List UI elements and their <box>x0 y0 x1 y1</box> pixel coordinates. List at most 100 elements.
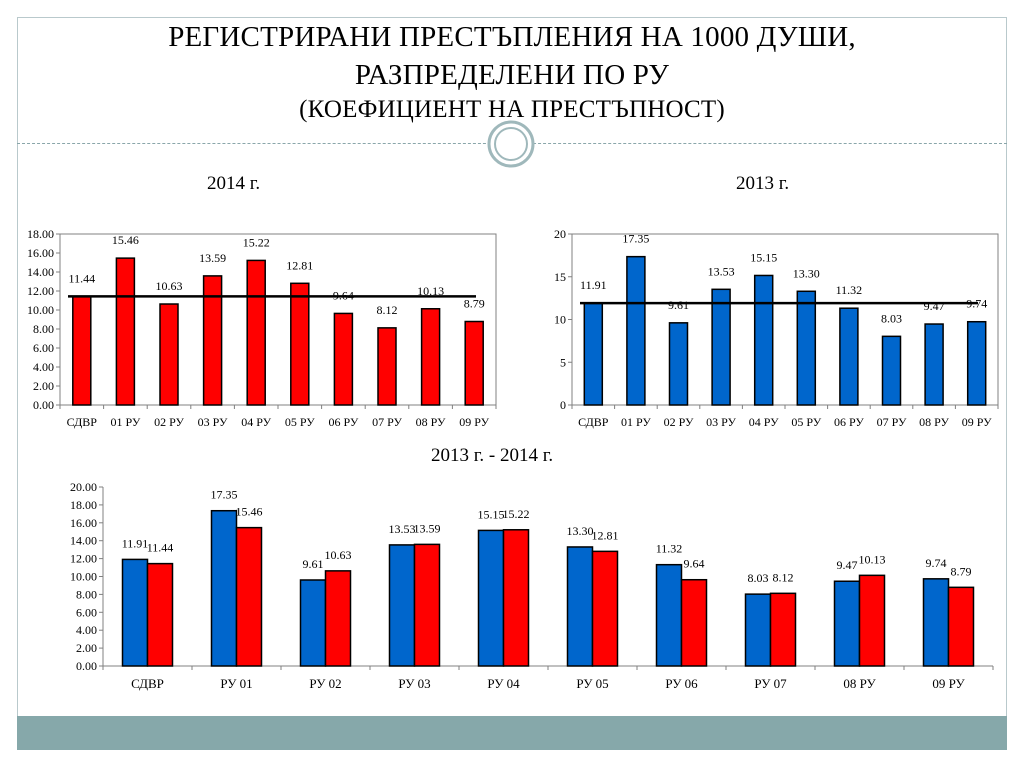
ccmp-category-label: 09 РУ <box>932 676 965 691</box>
ccmp-data-label: 15.15 <box>478 507 505 521</box>
ccmp-data-label: 9.74 <box>926 556 947 570</box>
ccmp-data-label: 13.30 <box>567 524 594 538</box>
c2014-category-label: 07 РУ <box>372 415 402 429</box>
c2013-category-label: 02 РУ <box>664 415 694 429</box>
c2014-data-label: 8.79 <box>464 296 485 310</box>
title-line-1: РЕГИСТРИРАНИ ПРЕСТЪПЛЕНИЯ НА 1000 ДУШИ, <box>168 21 856 53</box>
ccmp-y-tick-label: 6.00 <box>76 605 97 619</box>
ccmp-category-label: РУ 04 <box>487 676 520 691</box>
ccmp-category-label: РУ 01 <box>220 676 252 691</box>
ccmp-data-label: 10.63 <box>325 548 352 562</box>
ccmp-bar <box>502 529 530 667</box>
ccmp-bar <box>324 570 352 667</box>
c2014-category-label: 08 РУ <box>416 415 446 429</box>
c2014-category-label: 09 РУ <box>459 415 489 429</box>
c2014-y-tick-label: 2.00 <box>33 379 54 393</box>
c2013-bar <box>711 288 731 406</box>
c2013-data-label: 17.35 <box>622 232 649 246</box>
ccmp-category-label: 08 РУ <box>843 676 876 691</box>
c2013-category-label: СДВР <box>578 415 609 429</box>
c2013-data-label: 15.15 <box>750 250 777 264</box>
ccmp-bar <box>744 593 772 667</box>
c2013-bar <box>583 302 604 406</box>
c2013-data-label: 11.91 <box>580 278 607 292</box>
ccmp-y-tick-label: 18.00 <box>70 498 97 512</box>
ccmp-bar <box>566 546 594 667</box>
ccmp-data-label: 9.64 <box>684 557 705 571</box>
c2014-category-label: 01 РУ <box>110 415 140 429</box>
ccmp-bar <box>833 580 861 667</box>
ccmp-y-tick-label: 16.00 <box>70 516 97 530</box>
chart-comparison-title: 2013 г. - 2014 г. <box>431 445 554 466</box>
ccmp-bar <box>858 574 886 667</box>
ccmp-y-tick-label: 14.00 <box>70 534 97 548</box>
c2014-data-label: 13.59 <box>199 251 226 265</box>
chart-2013-title: 2013 г. <box>736 173 790 194</box>
c2013-y-tick-label: 10 <box>554 313 566 327</box>
ccmp-y-tick-label: 0.00 <box>76 659 97 673</box>
ccmp-bar <box>922 578 950 667</box>
c2013-category-label: 04 РУ <box>749 415 779 429</box>
c2014-data-label: 10.63 <box>156 279 183 293</box>
c2013-bar <box>753 274 774 406</box>
c2013-category-label: 05 РУ <box>791 415 821 429</box>
ccmp-bar <box>591 550 619 667</box>
c2014-y-tick-label: 12.00 <box>27 284 54 298</box>
ccmp-category-label: РУ 05 <box>576 676 608 691</box>
c2013-y-tick-label: 20 <box>554 227 566 241</box>
c2014-bar <box>333 312 354 406</box>
c2014-bar <box>290 282 310 406</box>
ccmp-category-label: СДВР <box>131 676 164 691</box>
c2014-data-label: 12.81 <box>286 258 313 272</box>
ccmp-bar <box>655 563 683 667</box>
ccmp-category-label: РУ 03 <box>398 676 430 691</box>
ccmp-data-label: 12.81 <box>592 528 619 542</box>
ccmp-category-label: РУ 06 <box>665 676 698 691</box>
ccmp-data-label: 11.32 <box>656 542 683 556</box>
c2013-bar <box>966 320 987 406</box>
ccmp-data-label: 9.61 <box>303 557 324 571</box>
footer-band <box>17 716 1007 750</box>
ccmp-data-label: 15.46 <box>236 505 263 519</box>
c2013-category-label: 03 РУ <box>706 415 736 429</box>
ccmp-data-label: 8.12 <box>773 570 794 584</box>
c2014-data-label: 10.13 <box>417 284 444 298</box>
c2014-y-tick-label: 16.00 <box>27 246 54 260</box>
ccmp-bar <box>235 526 263 667</box>
c2014-bar <box>72 295 92 406</box>
c2013-bar <box>796 290 817 406</box>
c2013-bar <box>626 255 646 406</box>
c2013-bar <box>881 335 902 406</box>
ccmp-data-label: 15.22 <box>503 507 530 521</box>
c2014-data-label: 11.44 <box>69 271 96 285</box>
c2013-bar <box>839 307 859 406</box>
c2013-bar <box>924 323 944 406</box>
c2014-bar <box>464 320 484 406</box>
ccmp-y-tick-label: 20.00 <box>70 480 97 494</box>
ccmp-category-label: РУ 02 <box>309 676 341 691</box>
ccmp-data-label: 10.13 <box>859 552 886 566</box>
ccmp-data-label: 8.03 <box>748 571 769 585</box>
ccmp-data-label: 13.53 <box>389 522 416 536</box>
circle-ornament-icon <box>487 120 535 168</box>
c2013-data-label: 9.47 <box>924 299 945 313</box>
c2013-y-tick-label: 15 <box>554 270 566 284</box>
c2013-category-label: 01 РУ <box>621 415 651 429</box>
c2013-category-label: 09 РУ <box>962 415 992 429</box>
ccmp-data-label: 8.79 <box>951 564 972 578</box>
c2014-y-tick-label: 4.00 <box>33 360 54 374</box>
c2013-data-label: 9.61 <box>668 298 689 312</box>
ccmp-data-label: 9.47 <box>837 558 858 572</box>
c2014-y-tick-label: 8.00 <box>33 322 54 336</box>
ccmp-data-label: 11.44 <box>147 541 174 555</box>
c2013-y-tick-label: 0 <box>560 398 566 412</box>
c2013-bar <box>668 322 689 406</box>
c2014-y-tick-label: 0.00 <box>33 398 54 412</box>
ccmp-y-tick-label: 8.00 <box>76 587 97 601</box>
c2014-data-label: 15.46 <box>112 233 139 247</box>
c2014-category-label: 04 РУ <box>241 415 271 429</box>
c2014-data-label: 15.22 <box>243 235 270 249</box>
c2014-category-label: 05 РУ <box>285 415 315 429</box>
ccmp-y-tick-label: 10.00 <box>70 570 97 584</box>
